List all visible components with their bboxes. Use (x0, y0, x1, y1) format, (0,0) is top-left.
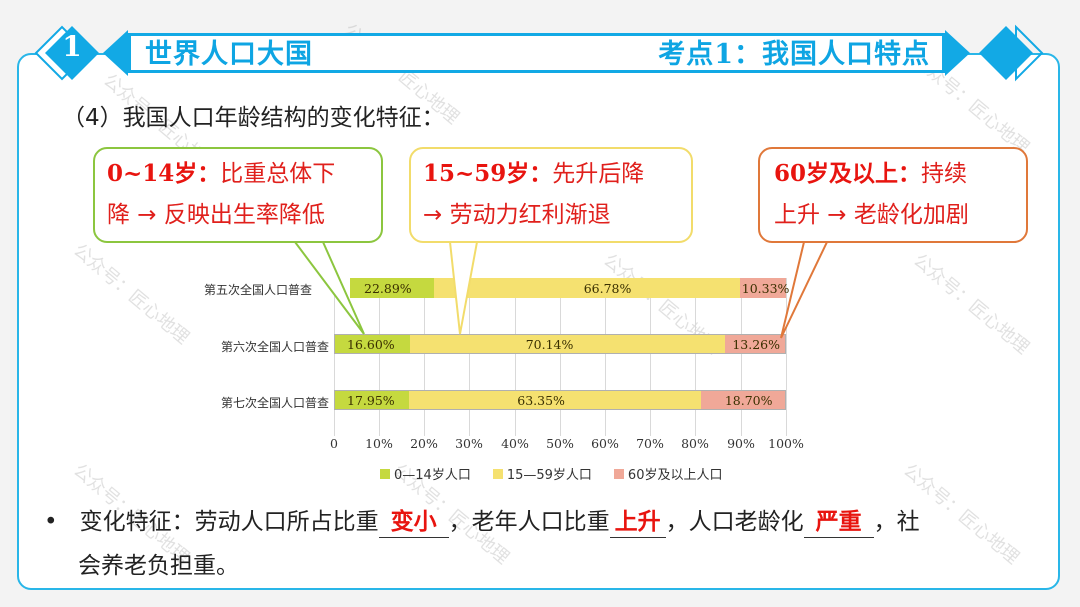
gridline (334, 278, 335, 436)
bar-census-5: 22.89% 66.78% 10.33% (350, 278, 789, 298)
callout-15-59: 15~59岁：先升后降 → 劳动力红利渐退 (409, 147, 693, 243)
gridline (605, 278, 606, 436)
x-tick: 100% (768, 436, 804, 451)
gridline (650, 278, 651, 436)
gridline (379, 278, 380, 436)
bullet: • (44, 509, 58, 535)
content-card (17, 53, 1060, 590)
bar-segment-60-plus: 13.26% (725, 335, 785, 353)
section-title: 世界人口大国 (145, 39, 313, 70)
x-tick: 40% (501, 436, 529, 451)
legend-item: 15—59岁人口 (492, 464, 592, 483)
x-tick: 80% (681, 436, 709, 451)
legend-item: 0—14岁人口 (380, 464, 471, 483)
legend-swatch (380, 468, 390, 479)
x-tick: 10% (365, 436, 393, 451)
bar-segment-0-14: 16.60% (335, 335, 410, 353)
conclusion-text: • 变化特征：劳动人口所占比重 变小 ，老年人口比重 上升 ，人口老龄化 严重 ，社 会养老负… (44, 507, 920, 579)
legend-swatch (492, 468, 503, 479)
gridline (741, 278, 742, 436)
header-bar: 世界人口大国 考点1：我国人口特点 (128, 33, 945, 73)
x-tick: 70% (636, 436, 664, 451)
answer-blank-1: 变小 (378, 507, 449, 538)
gridline (695, 278, 696, 436)
x-tick: 50% (546, 436, 574, 451)
gridline (469, 278, 470, 436)
category-label: 第六次全国人口普查 (220, 340, 329, 354)
x-tick: 0 (330, 436, 338, 451)
bar-census-6: 16.60% 70.14% 13.26% (334, 334, 786, 354)
gridline (560, 278, 561, 436)
legend-swatch (613, 468, 624, 479)
x-tick: 20% (410, 436, 438, 451)
category-label: 第七次全国人口普查 (220, 396, 329, 410)
callout-0-14: 0~14岁：比重总体下 降 → 反映出生率降低 (93, 147, 383, 243)
topic-title: 考点1：我国人口特点 (658, 39, 930, 70)
x-tick: 30% (455, 436, 483, 451)
answer-blank-3: 严重 (803, 507, 874, 538)
answer-blank-2: 上升 (609, 507, 666, 538)
bar-segment-15-59: 66.78% (433, 278, 740, 298)
x-tick: 60% (591, 436, 619, 451)
gridline (515, 278, 516, 436)
bar-segment-0-14: 22.89% (350, 278, 434, 298)
chart-legend: 0—14岁人口 15—59岁人口 60岁及以上人口 (380, 464, 722, 483)
category-label: 第五次全国人口普查 (203, 283, 312, 297)
gridline (424, 278, 425, 436)
section-number: 1 (62, 30, 82, 63)
callout-60-plus: 60岁及以上：持续 上升 → 老龄化加剧 (758, 147, 1028, 243)
bar-segment-0-14: 17.95% (335, 391, 410, 409)
bar-census-7: 17.95% 63.35% 18.70% (334, 390, 786, 410)
legend-item: 60岁及以上人口 (613, 464, 722, 483)
gridline (786, 278, 787, 436)
x-tick: 90% (727, 436, 755, 451)
bar-segment-15-59: 63.35% (409, 391, 701, 409)
bar-segment-15-59: 70.14% (409, 335, 726, 353)
question-subtitle: （4）我国人口年龄结构的变化特征： (62, 105, 445, 131)
bar-segment-60-plus: 18.70% (700, 391, 785, 409)
bar-segment-60-plus: 10.33% (739, 278, 789, 298)
